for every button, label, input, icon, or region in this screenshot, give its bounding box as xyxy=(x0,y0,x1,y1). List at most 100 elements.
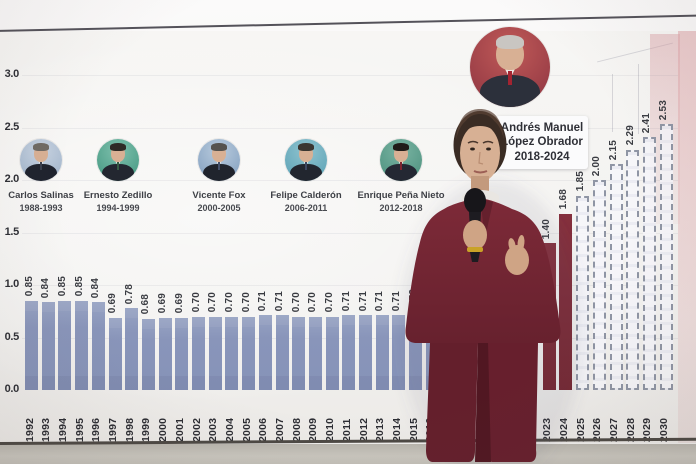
bar-value-label-2014: 0.71 xyxy=(390,291,402,312)
bar-value-label-1996: 0.84 xyxy=(90,277,102,298)
portrait-tie xyxy=(399,162,403,170)
bar-2006 xyxy=(258,315,272,390)
portrait-hair xyxy=(393,143,409,151)
bar-value-label-2012: 0.71 xyxy=(357,291,369,312)
bar-value-label-1994: 0.85 xyxy=(56,276,68,297)
president-name: Carlos Salinas xyxy=(8,190,74,201)
x-axis-year-2004: 2004 xyxy=(223,417,236,442)
y-axis-tick: 2.5 xyxy=(4,120,20,133)
screen-right-pink-edge xyxy=(678,31,696,443)
bar-2009 xyxy=(308,316,322,390)
bar-2024 xyxy=(559,213,573,390)
president-name: Vicente Fox xyxy=(192,190,246,201)
bar-2016 xyxy=(425,313,439,390)
portrait-tie xyxy=(39,162,43,170)
x-axis-year-2011: 2011 xyxy=(340,418,353,442)
bar-value-label-2023: 1.40 xyxy=(541,218,553,239)
x-axis-year-1999: 1999 xyxy=(140,417,153,442)
y-axis-tick: 0.5 xyxy=(4,330,20,343)
amlo-name-line1: Andrés Manuel xyxy=(500,122,584,134)
bar-value-label-2030: 2.53 xyxy=(658,100,670,121)
bar-value-label-1995: 0.85 xyxy=(73,276,85,297)
bar-2029 xyxy=(642,136,656,390)
portrait-suit xyxy=(290,164,322,181)
president-term: 1988-1993 xyxy=(19,203,63,213)
bar-value-label-2006: 0.71 xyxy=(257,291,269,312)
x-axis-year-2008: 2008 xyxy=(290,417,303,442)
president-portrait xyxy=(285,139,327,181)
bar-value-label-2011: 0.71 xyxy=(340,291,352,312)
screen-top-edge xyxy=(0,14,696,32)
president-portrait xyxy=(198,139,240,181)
x-axis-year-2029: 2029 xyxy=(641,417,654,442)
bar-value-label-2002: 0.70 xyxy=(190,292,202,313)
bar-2012 xyxy=(359,315,372,390)
bar-2001 xyxy=(175,317,189,390)
gridline xyxy=(22,75,678,76)
bar-value-label-1993: 0.84 xyxy=(40,277,52,298)
bar-value-label-2028: 2.29 xyxy=(624,125,636,146)
x-axis-year-2015: 2015 xyxy=(407,417,420,442)
x-axis-year-1992: 1992 xyxy=(23,417,36,442)
bar-2003 xyxy=(208,316,222,390)
x-axis-year-2016: 2016 xyxy=(424,417,437,442)
palace-sketch-line xyxy=(638,64,639,134)
bar-2007 xyxy=(275,315,289,390)
gridline xyxy=(22,285,678,286)
bar-2028 xyxy=(626,149,640,390)
bar-value-label-2007: 0.71 xyxy=(274,291,285,312)
floor xyxy=(0,444,696,464)
bar-2027 xyxy=(609,164,623,390)
president-portrait xyxy=(97,139,139,181)
y-axis-tick: 3.0 xyxy=(4,68,20,80)
bar-1992 xyxy=(25,300,38,390)
portrait-hair xyxy=(211,143,227,151)
x-axis-year-1995: 1995 xyxy=(73,417,86,442)
bar-value-label-2024: 1.68 xyxy=(557,189,569,210)
bar-value-label-2004: 0.70 xyxy=(223,292,235,313)
bar-1998 xyxy=(125,308,139,390)
bar-value-label-1992: 0.85 xyxy=(23,276,35,297)
x-axis-year-2003: 2003 xyxy=(207,417,220,442)
bar-2011 xyxy=(342,315,356,390)
president-name: Enrique Peña Nieto xyxy=(357,190,445,201)
bar-1999 xyxy=(141,318,155,390)
y-axis-tick: 0.0 xyxy=(4,383,20,395)
bar-value-label-1999: 0.68 xyxy=(140,294,152,315)
bar-2000 xyxy=(158,317,172,390)
bar-1994 xyxy=(58,300,72,390)
x-axis-year-2012: 2012 xyxy=(357,417,370,442)
x-axis-year-2005: 2005 xyxy=(240,417,253,442)
bar-2002 xyxy=(192,316,205,390)
bar-1993 xyxy=(41,301,55,390)
bar-2014 xyxy=(392,315,406,390)
bar-2013 xyxy=(375,315,389,390)
x-axis-year-2023: 2023 xyxy=(541,417,554,442)
president-name: Felipe Calderón xyxy=(270,190,342,201)
portrait-suit xyxy=(25,164,57,181)
portrait-hair xyxy=(33,143,49,151)
amlo-label-card: Andrés Manuel López Obrador 2018-2024 xyxy=(496,116,588,170)
y-axis-tick: 2.0 xyxy=(4,173,20,185)
bar-value-label-2025: 1.85 xyxy=(574,171,586,192)
x-axis-year-2030: 2030 xyxy=(658,417,671,442)
portrait-suit xyxy=(102,164,134,181)
x-axis-year-2000: 2000 xyxy=(157,417,170,442)
bar-2023 xyxy=(542,243,556,390)
bar-value-label-1997: 0.69 xyxy=(107,293,118,314)
bar-value-label-2000: 0.69 xyxy=(157,293,169,314)
x-axis-year-2010: 2010 xyxy=(324,417,337,442)
gridline xyxy=(22,180,678,181)
palace-sketch-line xyxy=(612,74,613,132)
bar-2025 xyxy=(576,195,590,390)
bar-value-label-2027: 2.15 xyxy=(608,139,619,161)
portrait-hair xyxy=(298,143,314,151)
x-axis-year-1998: 1998 xyxy=(123,417,136,442)
portrait-tie xyxy=(507,71,513,86)
bar-2015 xyxy=(409,313,423,390)
x-axis-year-2013: 2013 xyxy=(374,417,387,442)
president-term: 1994-1999 xyxy=(96,203,140,213)
x-axis-year-2026: 2026 xyxy=(591,417,604,442)
x-axis-year-2028: 2028 xyxy=(624,417,637,442)
